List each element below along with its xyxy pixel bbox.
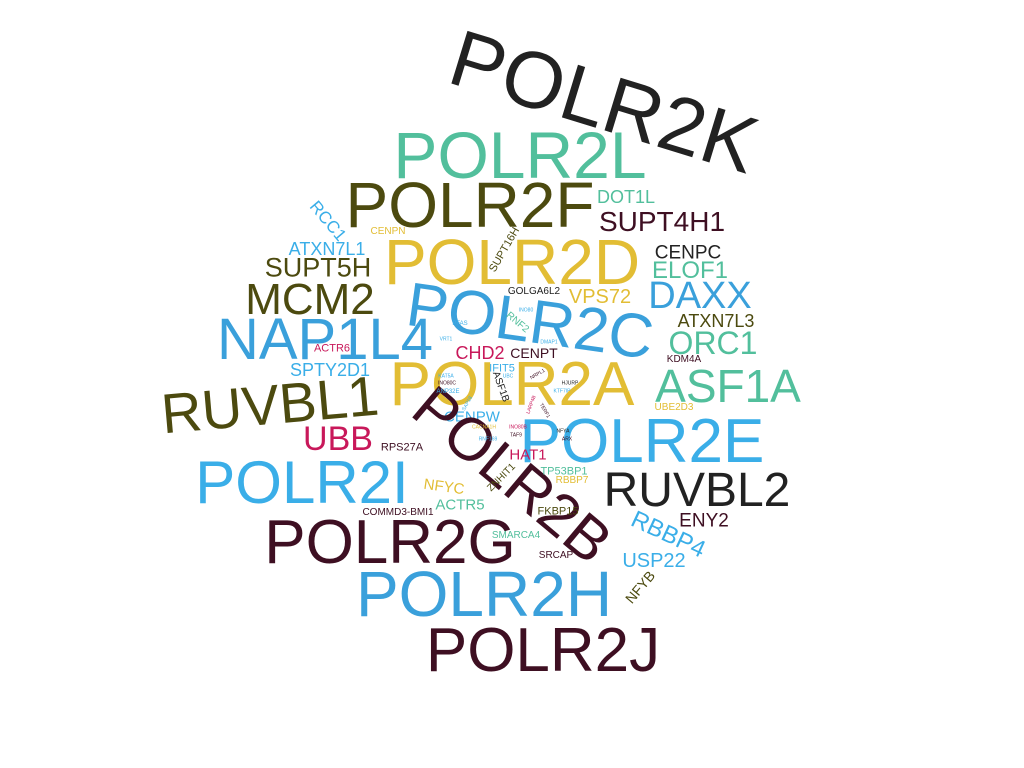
word-rbbp7: RBBP7: [555, 475, 589, 486]
word-pfas: PFAS: [452, 321, 468, 327]
word-ifit5: IFIT5: [489, 362, 515, 375]
word-supt4h1: SUPT4H1: [598, 206, 726, 237]
word-nfyc: NFYC: [422, 475, 466, 499]
word-vps72: VPS72: [568, 286, 632, 308]
word-nfyb: NFYB: [621, 567, 659, 607]
word-asf1a: ASF1A: [655, 360, 801, 412]
word-polr2d: POLR2D: [383, 226, 641, 298]
word-fkbp15: FKBP15: [537, 505, 579, 518]
word-smarca4: SMARCA4: [491, 530, 541, 541]
word-polr2l: POLR2L: [393, 118, 647, 192]
word-polr2g: POLR2G: [264, 508, 516, 577]
word-mcm2: MCM2: [245, 275, 375, 324]
word-ino80: INO80: [518, 307, 534, 314]
word-dot1l: DOT1L: [596, 187, 656, 207]
word-rcc1: RCC1: [305, 197, 351, 245]
word-cenpw: CENPW: [444, 408, 500, 426]
word-ktf7ip: KTF7IP: [553, 388, 571, 395]
word-elof1: ELOF1: [651, 257, 729, 284]
word-hjurp: HJURP: [561, 380, 579, 387]
word-anp32e: ANP32E: [436, 389, 460, 395]
word-srcap: SRCAP: [538, 550, 574, 561]
word-cenpt: CENPT: [510, 345, 558, 361]
word-arx: ARX: [561, 436, 573, 443]
word-daxx: DAXX: [648, 275, 752, 317]
word-taf9: TAF9: [510, 432, 522, 439]
word-rnf169: RNF169: [478, 436, 498, 443]
word-actr5: ACTR5: [435, 496, 485, 514]
word-usp22: USP22: [622, 550, 686, 572]
word-polr2j: POLR2J: [425, 616, 661, 685]
word-ubc: UBC: [502, 373, 514, 380]
word-cacna1h: CACNA1H: [472, 424, 496, 431]
word-cenpn: CENPN: [370, 226, 406, 237]
word-ruvbl2: RUVBL2: [603, 464, 791, 517]
word-spty2d1: SPTY2D1: [289, 360, 371, 380]
word-polr2a: POLR2A: [389, 350, 635, 419]
word-cenpc: CENPC: [654, 242, 722, 264]
word-hat1: HAT1: [509, 446, 547, 464]
word-ube2d3: UBE2D3: [654, 402, 694, 413]
word-atxn7l3: ATXN7L3: [677, 311, 755, 331]
word-chd2: CHD2: [455, 343, 505, 363]
word-ubb: UBB: [303, 420, 373, 458]
word-tp53bp1: TP53BP1: [540, 465, 588, 478]
word-ino80b: INO80B: [509, 424, 527, 431]
word-actr6: ACTR6: [313, 342, 351, 355]
word-polr2i: POLR2I: [195, 449, 409, 516]
word-ino80c: INO80C: [437, 380, 457, 387]
word-golga6l2: GOLGA6L2: [507, 286, 561, 297]
word-polr2f: POLR2F: [345, 169, 595, 241]
word-orc1: ORC1: [668, 325, 758, 361]
word-polr2h: POLR2H: [355, 558, 613, 630]
word-nap1l4: NAP1L4: [216, 307, 434, 372]
word-kat5a: KAT5A: [438, 373, 454, 380]
word-kdm4a: KDM4A: [666, 354, 702, 365]
word-atxn7l1: ATXN7L1: [288, 239, 366, 259]
word-nfya: NFYA: [556, 428, 570, 435]
word-rps27a: RPS27A: [380, 441, 424, 454]
word-dmap1: DMAP1: [540, 339, 558, 346]
word-commd3-bmi1: COMMD3-BMI1: [362, 507, 434, 518]
word-eny2: ENY2: [679, 510, 729, 532]
word-supt5h: SUPT5H: [264, 252, 372, 283]
word-polr2e: POLR2E: [519, 407, 765, 476]
word-vrt1: VRT1: [439, 336, 453, 343]
